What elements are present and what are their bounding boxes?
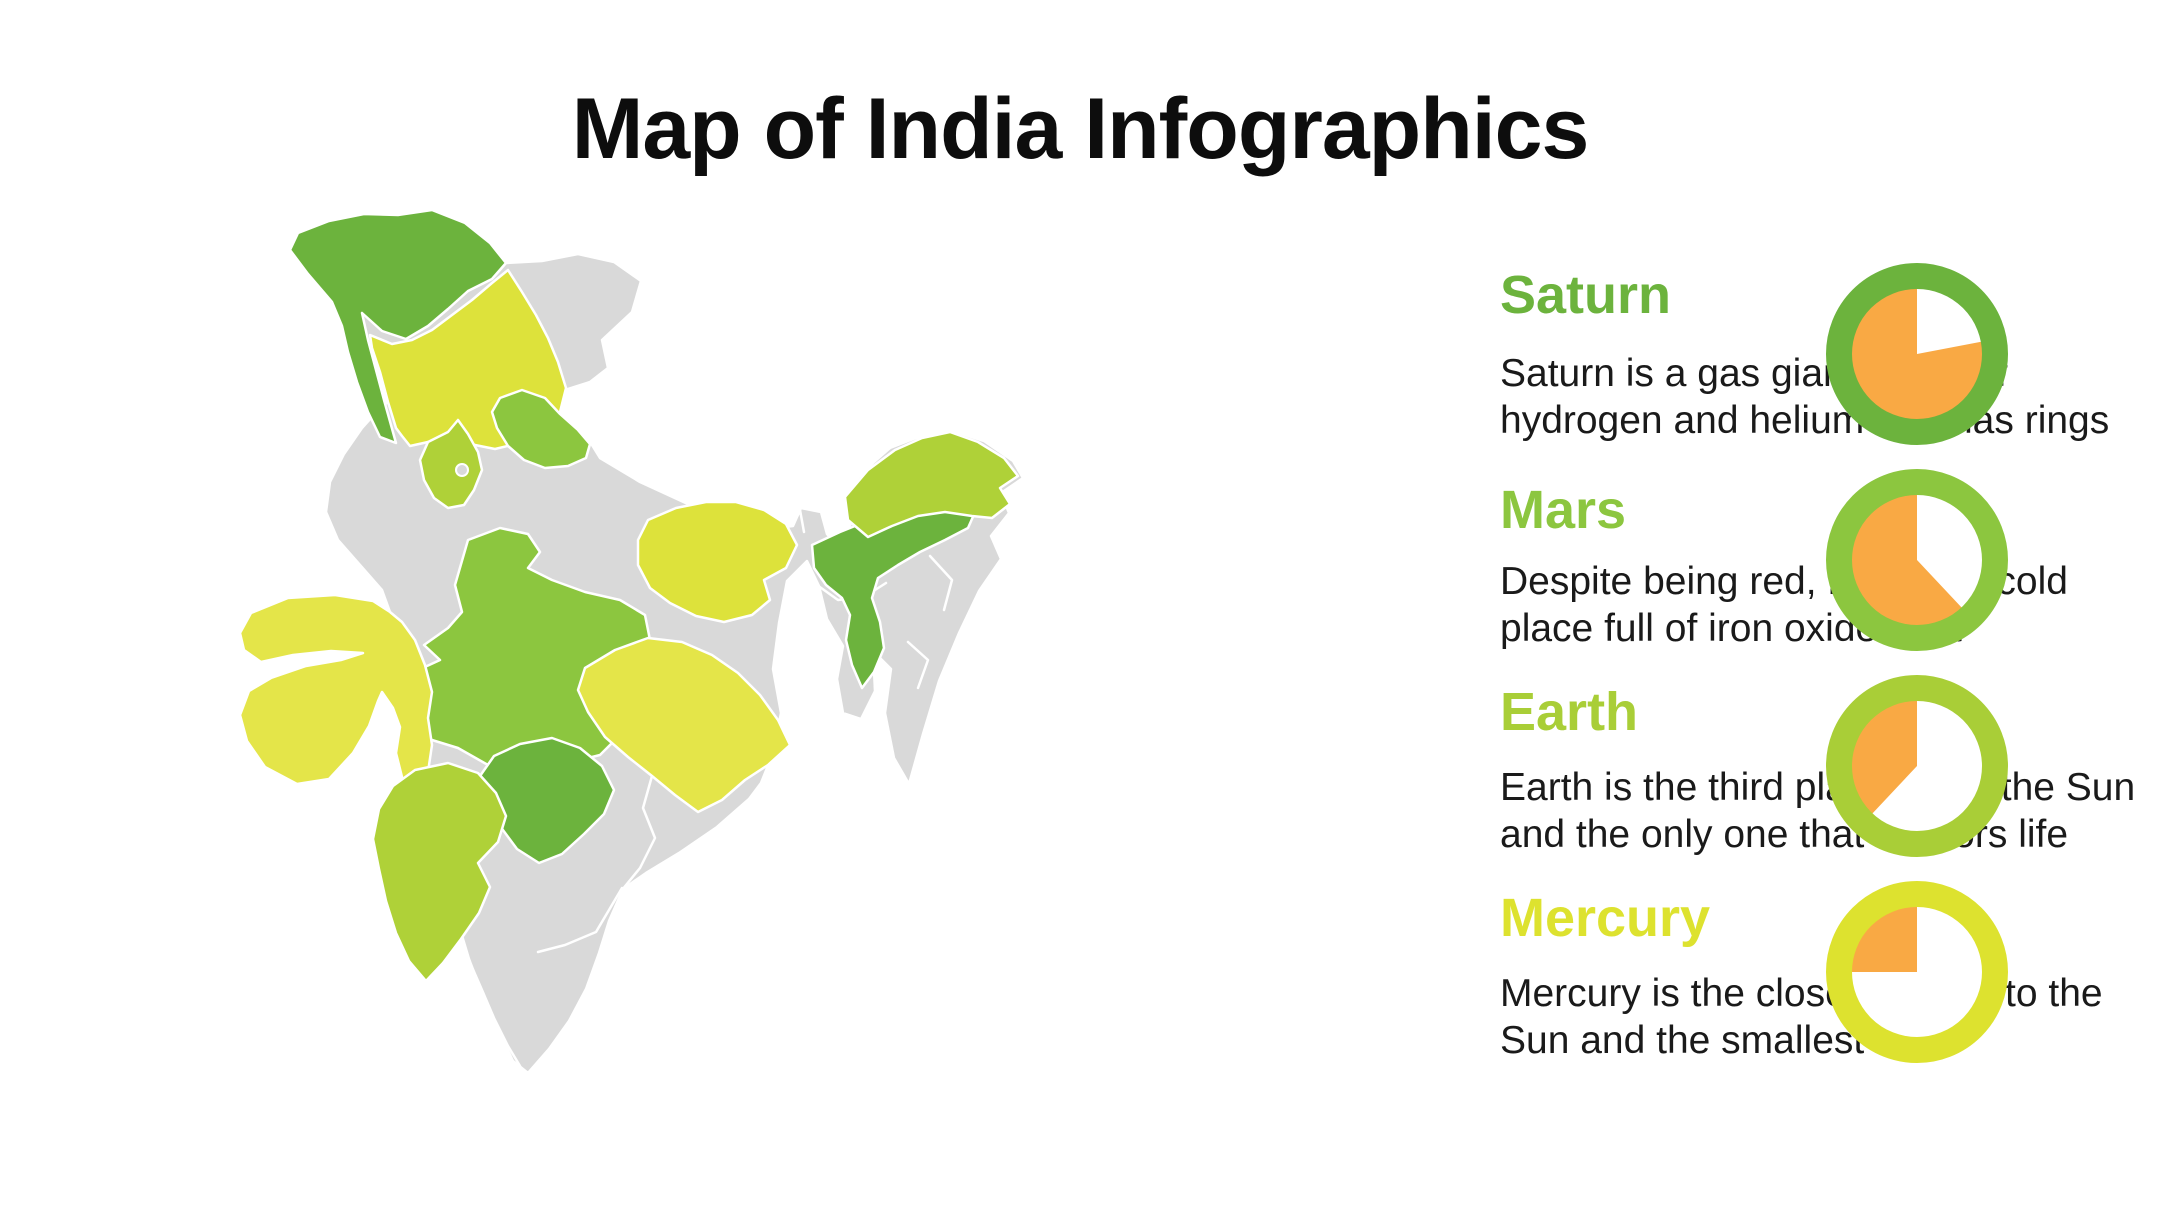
india-map	[230, 205, 1030, 1105]
donut-chart-mercury	[1822, 877, 2012, 1067]
state-odisha	[576, 636, 792, 814]
page-title: Map of India Infographics	[571, 81, 1590, 177]
section-desc-earth-line1: Earth is the third planet from the Sun	[1500, 766, 2136, 809]
section-title-saturn: Saturn	[1500, 265, 1672, 325]
state-arunachal-pradesh	[843, 430, 1020, 539]
india-map-svg	[238, 208, 1025, 1075]
state-uttarakhand	[490, 388, 592, 470]
section-title-mercury: Mercury	[1500, 888, 1711, 948]
section-title-mars: Mars	[1500, 480, 1627, 540]
delhi-dot	[455, 463, 469, 477]
state-haryana	[418, 418, 484, 510]
donut-chart-saturn	[1822, 259, 2012, 449]
donut-chart-mars	[1822, 465, 2012, 655]
state-karnataka	[371, 761, 508, 983]
state-bihar	[636, 500, 799, 624]
section-desc-saturn-line2: hydrogen and helium and has rings	[1500, 399, 2110, 442]
section-title-earth: Earth	[1500, 682, 1639, 742]
state-gujarat	[238, 593, 435, 829]
donut-chart-earth	[1822, 671, 2012, 861]
state-jammu-kashmir	[288, 208, 508, 445]
